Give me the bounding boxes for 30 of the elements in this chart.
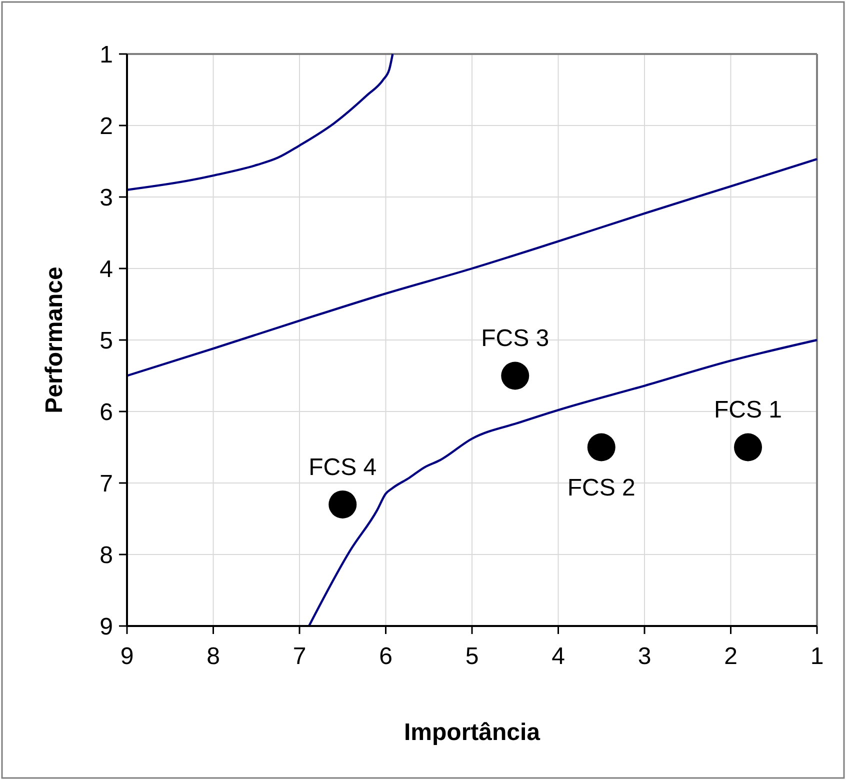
x-tick-label: 5 — [465, 643, 479, 670]
annotation: FCS 2 — [567, 474, 636, 502]
point — [501, 362, 530, 390]
annotation: FCS 1 — [714, 396, 782, 424]
x-tick-label: 9 — [120, 643, 134, 670]
line-series — [126, 52, 394, 191]
point — [734, 433, 762, 462]
y-tick-label: 5 — [100, 327, 113, 354]
annotation: FCS 3 — [481, 325, 550, 352]
y-tick-label: 2 — [100, 112, 113, 140]
y-tick-label: 3 — [100, 184, 113, 212]
x-tick-label: 8 — [206, 643, 220, 670]
annotation: FCS 4 — [308, 454, 377, 481]
x-tick-label: 2 — [724, 643, 738, 670]
y-tick-label: 4 — [100, 256, 113, 283]
x-axis-title: Importância — [404, 719, 541, 746]
line-series — [126, 158, 818, 377]
point — [328, 490, 357, 518]
x-tick-label: 6 — [379, 643, 392, 670]
y-tick-label: 9 — [100, 613, 113, 640]
x-tick-label: 3 — [638, 643, 652, 670]
y-tick-label: 7 — [100, 470, 113, 498]
x-tick-label: 1 — [810, 643, 824, 670]
y-tick-label: 8 — [100, 542, 113, 569]
point — [587, 433, 616, 462]
y-tick-label: 1 — [100, 41, 113, 68]
x-tick-label: 4 — [552, 643, 565, 670]
y-tick-label: 6 — [100, 398, 113, 426]
y-axis-title: Performance — [41, 266, 68, 414]
x-tick-label: 7 — [292, 643, 306, 670]
